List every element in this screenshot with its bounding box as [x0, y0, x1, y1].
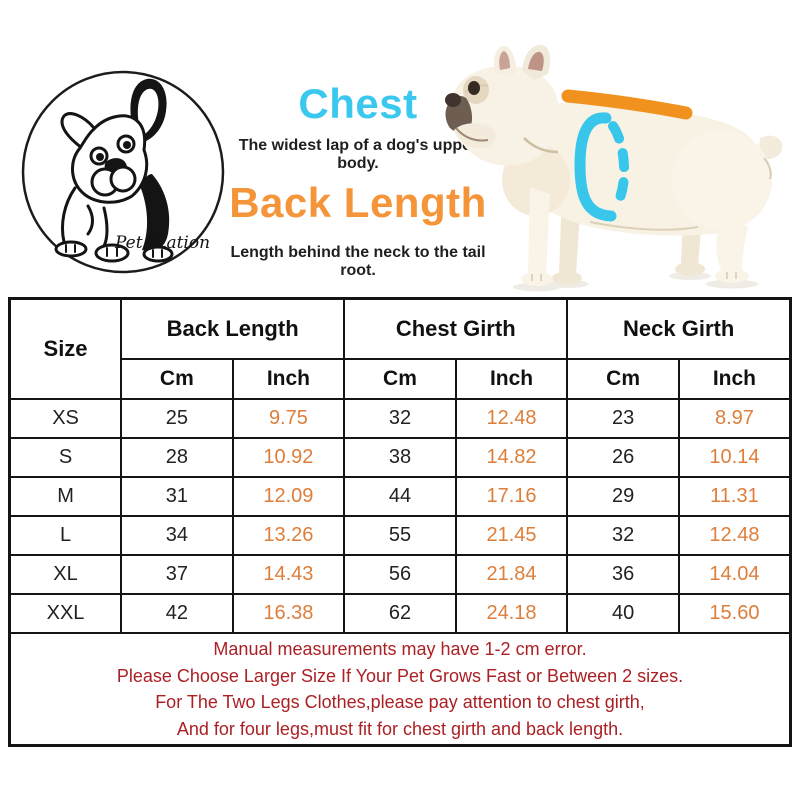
inch-cell: 12.09 — [231, 476, 346, 517]
unit-header-inch: Inch — [454, 358, 569, 400]
cm-cell: 29 — [566, 476, 680, 517]
dog-photo-icon — [445, 44, 783, 292]
inch-cell: 14.82 — [454, 437, 569, 478]
size-cell: S — [8, 437, 123, 478]
inch-cell: 8.97 — [677, 398, 792, 439]
inch-cell: 14.04 — [677, 554, 792, 595]
inch-cell: 24.18 — [454, 593, 569, 634]
cm-cell: 25 — [120, 398, 234, 439]
chest-girth-band-icon — [574, 112, 617, 222]
size-row-xxl: XXL 42 16.38 62 24.18 40 15.60 — [8, 593, 792, 634]
back-length-guide-title: Back Length — [229, 179, 487, 227]
size-row-xs: XS 25 9.75 32 12.48 23 8.97 — [8, 398, 792, 439]
col-group-back-length: Back Length — [120, 297, 346, 360]
cm-cell: 55 — [343, 515, 457, 556]
notes-section: Manual measurements may have 1-2 cm erro… — [8, 632, 792, 747]
inch-cell: 17.16 — [454, 476, 569, 517]
unit-header-inch: Inch — [231, 358, 346, 400]
cm-cell: 28 — [120, 437, 234, 478]
back-length-guide-description: Length behind the neck to the tail root. — [230, 244, 486, 280]
size-cell: XS — [8, 398, 123, 439]
chest-guide-title: Chest — [298, 80, 418, 127]
cm-cell: 38 — [343, 437, 457, 478]
cm-cell: 32 — [566, 515, 680, 556]
note-line: Manual measurements may have 1-2 cm erro… — [213, 639, 587, 659]
size-cell: M — [8, 476, 123, 517]
unit-header-row: Cm Inch Cm Inch Cm Inch — [10, 358, 792, 400]
inch-cell: 14.43 — [231, 554, 346, 595]
inch-cell: 10.14 — [677, 437, 792, 478]
cm-cell: 62 — [343, 593, 457, 634]
size-cell: XXL — [8, 593, 123, 634]
dog-measurement-illustration — [440, 22, 800, 294]
inch-cell: 21.84 — [454, 554, 569, 595]
note-line: Please Choose Larger Size If Your Pet Gr… — [116, 665, 684, 686]
inch-cell: 15.60 — [677, 593, 792, 634]
cm-cell: 26 — [566, 437, 680, 478]
notes-row: Manual measurements may have 1-2 cm erro… — [8, 632, 792, 747]
brand-name: Pet Station — [114, 233, 210, 253]
inch-cell: 16.38 — [231, 593, 346, 634]
inch-cell: 13.26 — [231, 515, 346, 556]
col-group-neck-girth: Neck Girth — [566, 297, 792, 360]
cm-cell: 36 — [566, 554, 680, 595]
cm-cell: 40 — [566, 593, 680, 634]
size-row-l: L 34 13.26 55 21.45 32 12.48 — [8, 515, 792, 556]
cm-cell: 34 — [120, 515, 234, 556]
col-header-size: Size — [8, 297, 123, 400]
bulldog-lineart-icon — [54, 78, 174, 263]
note-line: For The Two Legs Clothes,please pay atte… — [155, 692, 645, 712]
size-chart-table: Size Back Length Chest Girth Neck Girth … — [8, 297, 792, 747]
group-header-row: Size Back Length Chest Girth Neck Girth — [8, 297, 792, 400]
unit-header-cm: Cm — [343, 358, 457, 400]
inch-cell: 12.48 — [454, 398, 569, 439]
inch-cell: 11.31 — [677, 476, 792, 517]
cm-cell: 23 — [566, 398, 680, 439]
note-line: And for four legs,must fit for chest gir… — [176, 718, 624, 739]
cm-cell: 42 — [120, 593, 234, 634]
col-group-chest-girth: Chest Girth — [343, 297, 569, 360]
size-cell: L — [8, 515, 123, 556]
pet-station-logo-icon: Pet Station — [21, 70, 225, 274]
cm-cell: 56 — [343, 554, 457, 595]
cm-cell: 37 — [120, 554, 234, 595]
cm-cell: 44 — [343, 476, 457, 517]
cm-cell: 31 — [120, 476, 234, 517]
inch-cell: 9.75 — [231, 398, 346, 439]
cm-cell: 32 — [343, 398, 457, 439]
size-row-m: M 31 12.09 44 17.16 29 11.31 — [8, 476, 792, 517]
size-row-s: S 28 10.92 38 14.82 26 10.14 — [8, 437, 792, 478]
size-cell: XL — [8, 554, 123, 595]
inch-cell: 21.45 — [454, 515, 569, 556]
inch-cell: 10.92 — [231, 437, 346, 478]
size-row-xl: XL 37 14.43 56 21.84 36 14.04 — [8, 554, 792, 595]
inch-cell: 12.48 — [677, 515, 792, 556]
measurement-guide: Chest The widest lap of a dog's upper bo… — [228, 80, 488, 280]
unit-header-cm: Cm — [566, 358, 680, 400]
chest-guide-description: The widest lap of a dog's upper body. — [238, 137, 478, 173]
chest-girth-dashed-band-icon — [608, 121, 630, 214]
brand-logo: Pet Station — [18, 64, 228, 280]
unit-header-inch: Inch — [677, 358, 792, 400]
unit-header-cm: Cm — [120, 358, 234, 400]
back-length-line-icon — [561, 89, 693, 120]
